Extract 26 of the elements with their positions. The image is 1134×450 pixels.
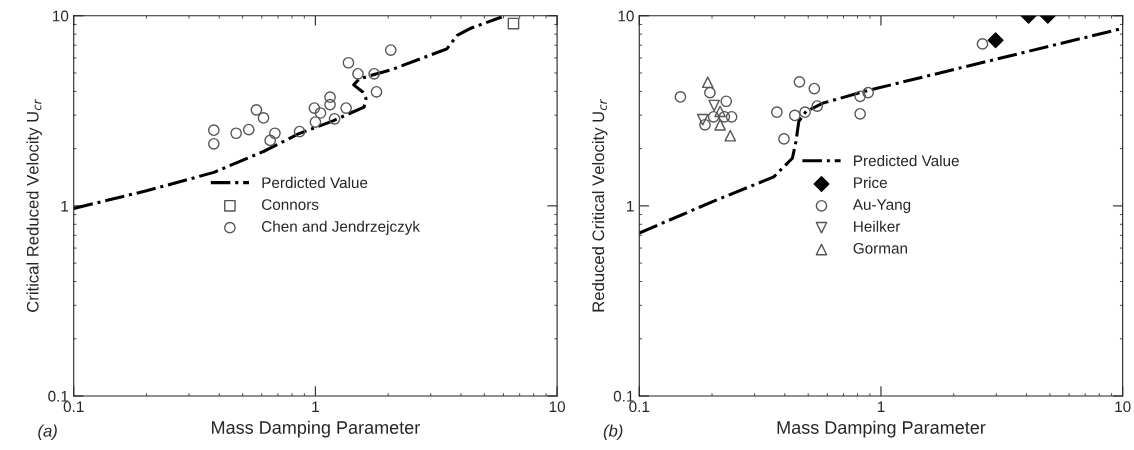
text: (b) bbox=[603, 424, 623, 441]
legend-label: Price bbox=[854, 176, 887, 189]
legend-label: Perdicted Value bbox=[262, 176, 368, 189]
legend-label: Connors bbox=[261, 199, 319, 210]
y-tick-label: 1 bbox=[627, 200, 634, 212]
legend-label: Gorman bbox=[853, 242, 908, 254]
y-tick-label: 0.1 bbox=[613, 390, 634, 402]
y-tick-label: 0.1 bbox=[48, 390, 69, 402]
legend-label: Au-Yang bbox=[852, 199, 911, 213]
y-tick-label: 1 bbox=[61, 200, 69, 212]
x-axis-title: Mass Damping Parameter bbox=[212, 420, 420, 438]
text: (a) bbox=[38, 424, 57, 441]
x-tick-label: 0.1 bbox=[629, 401, 650, 413]
legend-label: Chen and Jendrzejczyk bbox=[261, 220, 421, 235]
legend-label: Predicted Value bbox=[854, 154, 959, 167]
x-tick-label: 10 bbox=[549, 401, 565, 413]
y-axis-title: Reduced Critical Velocity U$_{cr}$ bbox=[591, 98, 608, 312]
x-axis-title: Mass Damping Parameter bbox=[777, 420, 986, 438]
x-tick-label: 1 bbox=[312, 401, 319, 412]
legend-label: Heilker bbox=[854, 220, 901, 232]
y-tick-label: 10 bbox=[53, 10, 69, 22]
y-axis-title: Critical Reduced Velocity U$_{cr}$ bbox=[26, 98, 42, 312]
x-tick-label: 1 bbox=[877, 401, 885, 412]
y-tick-label: 10 bbox=[618, 10, 634, 22]
x-tick-label: 0.1 bbox=[63, 401, 84, 413]
x-tick-label: 10 bbox=[1115, 401, 1131, 413]
